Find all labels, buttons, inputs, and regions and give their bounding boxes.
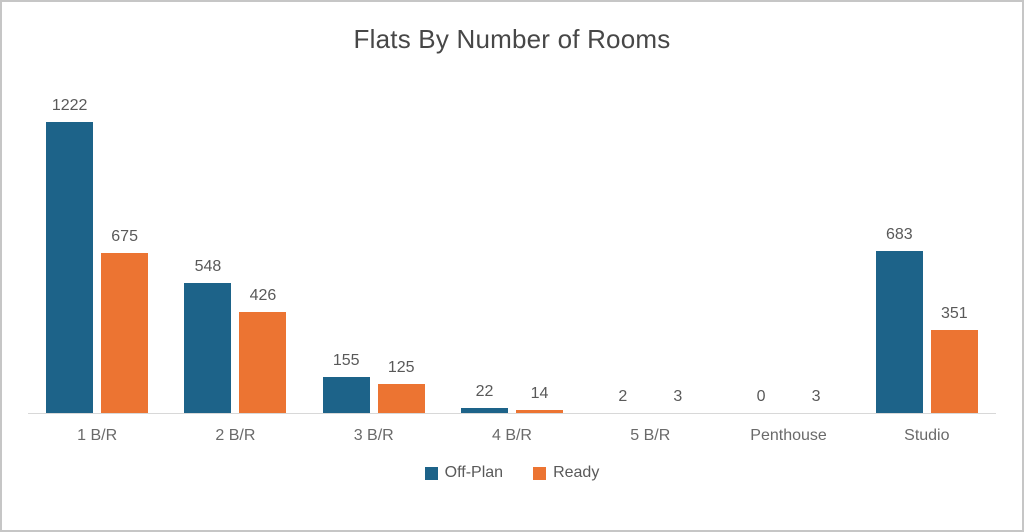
x-axis-labels: 1 B/R 2 B/R 3 B/R 4 B/R 5 B/R Penthouse Studio [28, 414, 996, 458]
bar-column: 14 [515, 385, 563, 413]
data-label-ready-2-b-r: 426 [249, 287, 277, 304]
bar-off-plan-studio [875, 251, 923, 413]
legend: Off-Plan Ready [2, 464, 1022, 482]
data-label-off-plan-4-b-r: 22 [475, 383, 494, 400]
bar-group-1-b-r: 1222 675 [28, 67, 166, 413]
data-label-ready-4-b-r: 14 [530, 385, 549, 402]
off-plan-swatch-icon [424, 466, 438, 480]
bar-column: 1222 [46, 97, 94, 413]
legend-label-ready: Ready [553, 464, 600, 481]
x-axis-label-4-b-r: 4 B/R [491, 427, 532, 444]
bar-ready-2-b-r [239, 312, 287, 413]
ready-swatch-icon [533, 466, 547, 480]
data-label-ready-1-b-r: 675 [111, 228, 138, 245]
legend-label-off-plan: Off-Plan [444, 464, 504, 481]
bar-group-studio: 683 351 [858, 67, 996, 413]
data-label-ready-5-b-r: 3 [673, 388, 683, 405]
bar-off-plan-4-b-r [460, 408, 508, 413]
bar-column: 125 [377, 359, 425, 413]
data-label-ready-studio: 351 [940, 305, 968, 322]
bar-column: 155 [322, 352, 370, 413]
legend-item-off-plan: Off-Plan [424, 464, 504, 482]
data-label-off-plan-3-b-r: 155 [332, 352, 360, 369]
data-label-off-plan-5-b-r: 2 [618, 388, 628, 405]
bar-column: 0 [738, 388, 785, 413]
bar-off-plan-2-b-r [184, 283, 232, 413]
data-label-off-plan-2-b-r: 548 [194, 258, 222, 275]
legend-item-ready: Ready [533, 464, 599, 482]
bar-column: 548 [184, 258, 232, 413]
bar-column: 426 [239, 287, 287, 413]
bar-column: 683 [875, 226, 923, 413]
data-label-ready-3-b-r: 125 [387, 359, 415, 376]
data-label-off-plan-penthouse: 0 [756, 388, 766, 405]
bar-ready-studio [930, 330, 978, 413]
bar-group-2-b-r: 548 426 [166, 67, 304, 413]
bar-column: 675 [101, 228, 149, 413]
x-axis-label-studio: Studio [904, 427, 950, 444]
plot-area: 1222 675 548 426 155 125 22 14 2 3 0 3 683 351 [28, 67, 996, 414]
bar-column: 3 [793, 388, 840, 413]
bar-column: 22 [460, 383, 508, 413]
bar-ready-4-b-r [515, 410, 563, 413]
x-axis-label-1-b-r: 1 B/R [77, 427, 118, 444]
data-label-ready-penthouse: 3 [811, 388, 821, 405]
x-axis-label-3-b-r: 3 B/R [353, 427, 394, 444]
bar-ready-3-b-r [377, 384, 425, 413]
bar-column: 3 [654, 388, 701, 413]
bar-column: 2 [599, 388, 646, 413]
bar-off-plan-3-b-r [322, 377, 370, 413]
bar-ready-1-b-r [101, 253, 149, 413]
x-axis-label-2-b-r: 2 B/R [215, 427, 256, 444]
bar-off-plan-1-b-r [46, 122, 94, 413]
data-label-off-plan-studio: 683 [885, 226, 913, 243]
bar-group-3-b-r: 155 125 [305, 67, 443, 413]
x-axis-label-penthouse: Penthouse [750, 427, 827, 444]
x-axis-label-5-b-r: 5 B/R [630, 427, 671, 444]
data-label-off-plan-1-b-r: 1222 [51, 97, 88, 114]
chart-title: Flats By Number of Rooms [353, 24, 671, 54]
bar-column: 351 [930, 305, 978, 413]
bar-group-4-b-r: 22 14 [443, 67, 581, 413]
